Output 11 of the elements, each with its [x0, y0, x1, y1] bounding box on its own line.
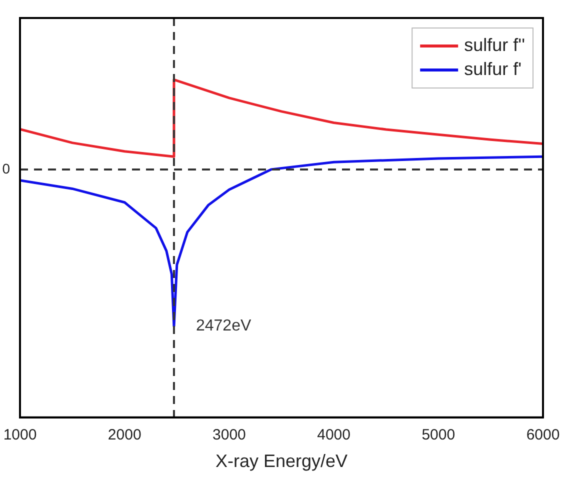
annotation: 2472eV — [196, 318, 252, 335]
x-tick-label: 2000 — [108, 426, 142, 444]
x-tick-label: 4000 — [317, 426, 350, 444]
legend-label: sulfur f' — [464, 58, 522, 79]
x-axis-title: X-ray Energy/eV — [215, 451, 348, 472]
x-tick-label: 5000 — [422, 426, 456, 444]
ref-line-label: 0 — [2, 160, 10, 176]
x-tick-label: 6000 — [526, 426, 560, 444]
legend-label: sulfur f'' — [464, 34, 525, 55]
x-tick-label: 1000 — [3, 426, 37, 444]
x-tick-label: 3000 — [212, 426, 246, 444]
